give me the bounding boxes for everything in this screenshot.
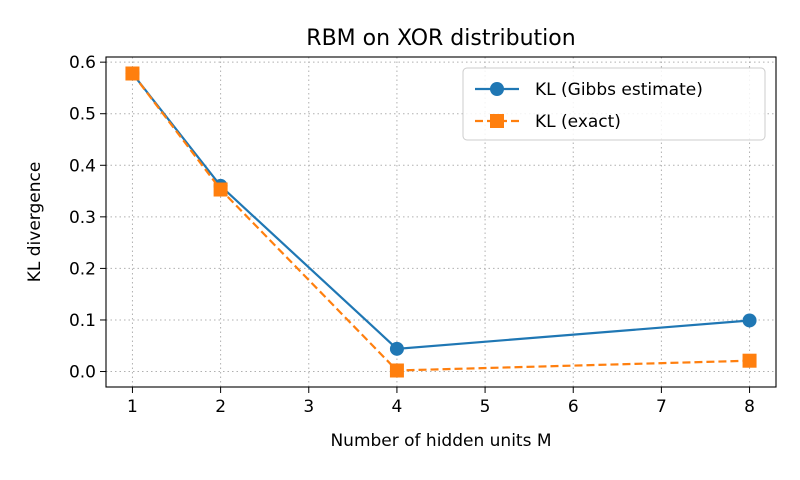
y-tick-label: 0.1 [69, 311, 96, 331]
y-tick-label: 0.3 [69, 208, 96, 228]
x-tick-label: 4 [392, 397, 403, 417]
y-tick-label: 0.0 [69, 363, 96, 383]
x-tick-label: 2 [215, 397, 226, 417]
series-2-point [742, 353, 757, 368]
y-tick-label: 0.5 [69, 105, 96, 125]
legend-marker-1 [490, 82, 504, 96]
series-layer [125, 66, 757, 378]
series-line-2 [131, 72, 750, 372]
axes: 1 2 3 4 5 6 7 8 0.0 0.1 0.2 0.3 0.4 0.5 0.6 [69, 53, 755, 417]
plot-frame [105, 56, 777, 388]
x-tick-label: 8 [744, 397, 755, 417]
x-tick-label: 3 [303, 397, 314, 417]
x-tick-label: 7 [656, 397, 667, 417]
chart-title: RBM on XOR distribution [306, 26, 575, 51]
series-2-point [213, 182, 228, 197]
x-axis-label: Number of hidden units M [330, 431, 551, 451]
y-tick-label: 0.6 [69, 53, 96, 73]
x-tick-label: 5 [480, 397, 491, 417]
series-line-1 [131, 72, 750, 350]
series-2-point [125, 66, 140, 81]
x-tick-label: 6 [568, 397, 579, 417]
legend-label-2: KL (exact) [535, 112, 621, 132]
legend-box [462, 67, 766, 141]
legend-marker-2 [490, 114, 504, 128]
series-2-point [389, 363, 404, 378]
y-tick-label: 0.2 [69, 259, 96, 279]
y-tick-label: 0.4 [69, 156, 96, 176]
y-axis-label: KL divergence [25, 162, 45, 283]
series-1-point [389, 341, 404, 356]
series-1-point [742, 313, 757, 328]
legend-label-1: KL (Gibbs estimate) [535, 80, 703, 100]
legend: KL (Gibbs estimate) KL (exact) [462, 67, 766, 141]
x-tick-label: 1 [127, 397, 138, 417]
